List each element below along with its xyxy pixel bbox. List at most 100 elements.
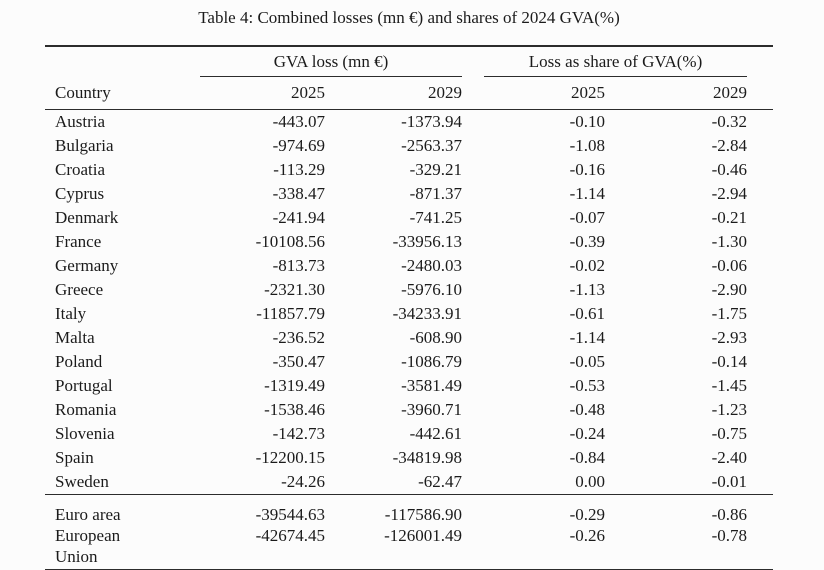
spacer-cell	[747, 350, 773, 374]
aggregate-country-label: European Union	[55, 526, 121, 566]
country-cell: Austria	[55, 112, 106, 131]
table-row: Cyprus -338.47 -871.37 -1.14 -2.94	[45, 182, 773, 206]
spacer-cell	[747, 374, 773, 398]
gva-loss-2029-cell: -34819.98	[392, 448, 463, 467]
share-2029-cell: -0.78	[605, 525, 748, 570]
spacer-cell	[462, 398, 484, 422]
gva-loss-2029-cell: -34233.91	[392, 304, 463, 323]
country-cell: Romania	[55, 400, 117, 419]
spacer-cell	[462, 278, 484, 302]
share-2029-cell: -0.21	[711, 208, 748, 227]
share-2025-cell: -0.10	[569, 112, 606, 131]
country-cell: Sweden	[45, 470, 200, 495]
share-2029-cell: -1.23	[711, 400, 748, 419]
spacer-cell	[747, 525, 774, 570]
share-2025-cell: -0.16	[569, 160, 606, 179]
share-2029-cell: -0.75	[711, 424, 748, 443]
share-2029-cell: -0.32	[711, 112, 748, 131]
gva-loss-2029-cell: -329.21	[409, 160, 463, 179]
country-cell: Malta	[55, 328, 95, 347]
share-2025-cell: -1.14	[569, 328, 606, 347]
spacer-cell	[462, 46, 484, 77]
spacer-cell	[747, 495, 773, 526]
spacer-cell	[747, 326, 773, 350]
column-header-share-2029: 2029	[605, 76, 748, 110]
share-2025-cell: -1.08	[569, 136, 606, 155]
table-row: Italy -11857.79 -34233.91 -0.61 -1.75	[45, 302, 773, 326]
gva-loss-2029-cell: -442.61	[409, 424, 463, 443]
gva-loss-2025-cell: -10108.56	[255, 232, 325, 251]
gva-loss-2025-cell: -42674.45	[200, 525, 325, 570]
share-2029-cell: -2.84	[711, 136, 748, 155]
spacer-cell	[462, 182, 484, 206]
country-cell: Slovenia	[55, 424, 115, 443]
column-header-share-2025: 2025	[484, 76, 606, 110]
share-2029-cell: -2.94	[711, 184, 748, 203]
spacer-cell	[462, 206, 484, 230]
spacer-cell	[747, 398, 773, 422]
gva-loss-2029-cell: -3581.49	[401, 376, 463, 395]
aggregate-country-cell: Euro area	[45, 495, 200, 526]
spacer-cell	[462, 326, 484, 350]
country-cell: Poland	[55, 352, 103, 371]
gva-loss-2025-cell: -813.73	[272, 256, 325, 275]
table-footer: Euro area -39544.63 -117586.90 -0.29 -0.…	[45, 495, 774, 570]
gva-loss-2029-cell: -2480.03	[401, 256, 463, 275]
country-cell: Bulgaria	[55, 136, 114, 155]
gva-loss-2025-cell: -142.73	[272, 424, 325, 443]
spacer-cell	[462, 134, 484, 158]
country-cell: Italy	[55, 304, 87, 323]
spacer-cell	[462, 76, 485, 110]
gva-loss-2025-cell: -1538.46	[264, 400, 325, 419]
share-2029-cell: -0.46	[711, 160, 748, 179]
share-2029-cell: -2.90	[711, 280, 748, 299]
gva-loss-2025-cell: -241.94	[272, 208, 325, 227]
spacer-cell	[747, 46, 773, 77]
share-2029-cell: -0.86	[711, 505, 748, 524]
gva-loss-2025-cell: -1319.49	[264, 376, 325, 395]
group-header-gva-loss: GVA loss (mn €)	[200, 46, 463, 77]
gva-loss-2029-cell: -1373.94	[401, 112, 463, 131]
spacer-cell	[747, 206, 773, 230]
gva-loss-2025-cell: -350.47	[272, 352, 325, 371]
gva-loss-2029-cell: -608.90	[409, 328, 463, 347]
spacer-cell	[747, 470, 774, 495]
share-2025-cell: -0.29	[569, 505, 606, 524]
spacer-cell	[462, 495, 484, 526]
spacer-cell	[462, 350, 484, 374]
share-2025-cell: -0.48	[569, 400, 606, 419]
group-header-row: GVA loss (mn €) Loss as share of GVA(%)	[45, 46, 773, 77]
gva-loss-2029-cell: -5976.10	[401, 280, 463, 299]
table-body: Austria -443.07 -1373.94 -0.10 -0.32 Bul…	[45, 110, 774, 495]
share-2025-cell: -0.24	[569, 424, 606, 443]
spacer-cell	[747, 278, 773, 302]
table-row: Slovenia -142.73 -442.61 -0.24 -0.75	[45, 422, 773, 446]
table-row: Germany -813.73 -2480.03 -0.02 -0.06	[45, 254, 773, 278]
table-header: GVA loss (mn €) Loss as share of GVA(%) …	[45, 46, 774, 110]
share-2025-cell: -0.26	[484, 525, 606, 570]
spacer-cell	[747, 230, 773, 254]
spacer-cell	[462, 302, 484, 326]
spacer-cell	[462, 110, 484, 135]
spacer-cell	[462, 446, 484, 470]
share-2029-cell: -0.14	[711, 352, 748, 371]
column-header-country: Country	[45, 76, 200, 110]
spacer-cell	[747, 76, 774, 110]
gva-loss-2025-cell: -338.47	[272, 184, 325, 203]
share-2029-cell: -1.45	[711, 376, 748, 395]
share-2025-cell: -0.07	[569, 208, 606, 227]
table-4-block: Table 4: Combined losses (mn €) and shar…	[45, 0, 774, 570]
country-cell: France	[55, 232, 102, 251]
share-2025-cell: -1.13	[569, 280, 606, 299]
spacer-cell	[747, 182, 773, 206]
spacer-cell	[45, 46, 200, 77]
aggregate-country-cell: European Union	[45, 525, 200, 570]
gva-loss-2029-cell: -2563.37	[401, 136, 463, 155]
gva-loss-2025-cell: -24.26	[200, 470, 325, 495]
spacer-cell	[747, 110, 773, 135]
aggregate-row: Euro area -39544.63 -117586.90 -0.29 -0.…	[45, 495, 773, 526]
spacer-cell	[747, 422, 773, 446]
table-caption: Table 4: Combined losses (mn €) and shar…	[198, 8, 620, 27]
spacer-cell	[747, 134, 773, 158]
